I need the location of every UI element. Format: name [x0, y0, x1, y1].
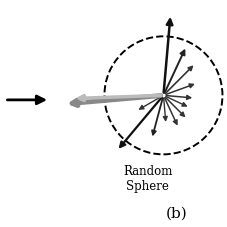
Text: (b): (b) [166, 206, 188, 220]
Text: Random
Sphere: Random Sphere [123, 165, 172, 193]
